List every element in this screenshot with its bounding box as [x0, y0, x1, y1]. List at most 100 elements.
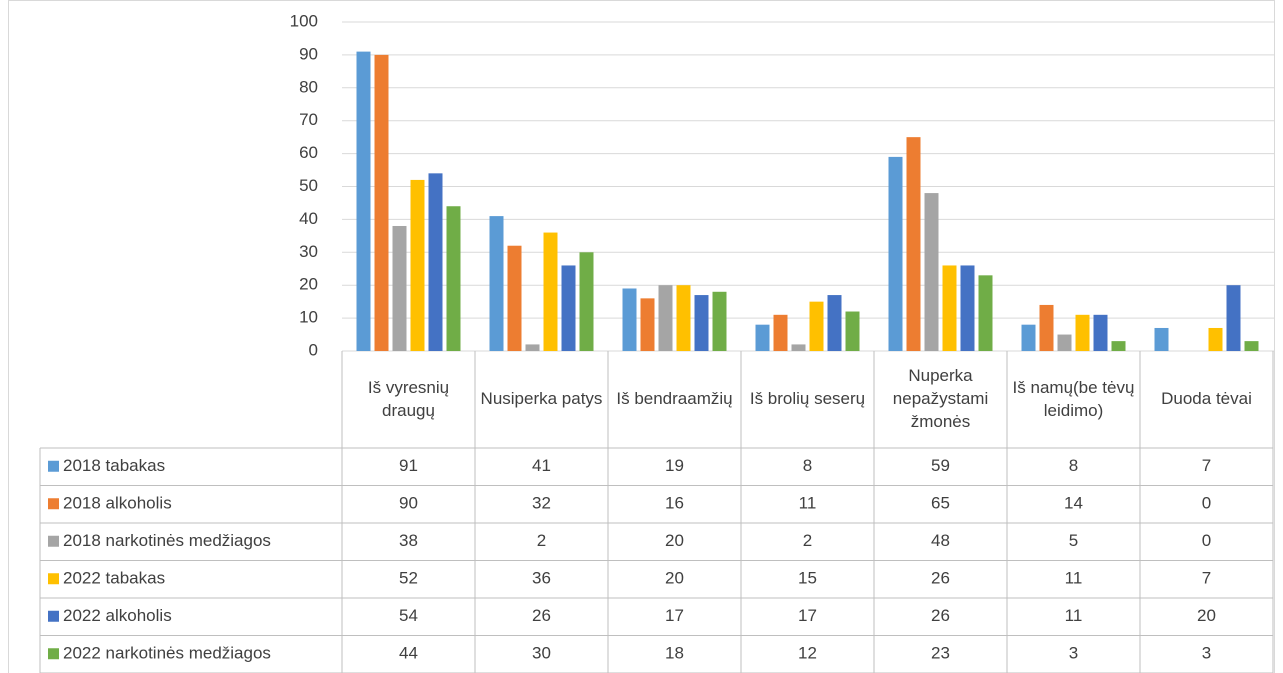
y-tick-label: 50	[299, 176, 318, 195]
table-value: 5	[1069, 531, 1078, 550]
table-value: 16	[665, 494, 684, 513]
bar	[622, 288, 637, 351]
bar	[543, 232, 558, 351]
table-value: 3	[1069, 644, 1078, 663]
table-value: 17	[798, 606, 817, 625]
bar	[1208, 327, 1223, 351]
y-tick-label: 40	[299, 209, 318, 228]
bar	[791, 344, 806, 351]
table-value: 20	[1197, 606, 1216, 625]
bar	[888, 156, 903, 351]
table-value: 7	[1202, 569, 1211, 588]
bar	[1111, 341, 1126, 351]
legend-label: 2022 tabakas	[63, 569, 165, 588]
bar	[1093, 314, 1108, 351]
table-value: 41	[532, 456, 551, 475]
x-tick-label: Iš bendraamžių	[616, 389, 733, 409]
bar	[410, 179, 425, 351]
table-value: 26	[931, 569, 950, 588]
table-value: 23	[931, 644, 950, 663]
bar	[827, 295, 842, 351]
bar	[773, 314, 788, 351]
legend-key	[48, 610, 59, 622]
table-value: 36	[532, 569, 551, 588]
table-value: 65	[931, 494, 950, 513]
bar	[579, 252, 594, 351]
legend-label: 2022 narkotinės medžiagos	[63, 644, 271, 663]
bar	[1057, 334, 1072, 351]
bar	[428, 173, 443, 351]
bar	[1244, 341, 1259, 351]
table-value: 14	[1064, 494, 1083, 513]
table-value: 32	[532, 494, 551, 513]
table-value: 54	[399, 606, 418, 625]
table-value: 17	[665, 606, 684, 625]
table-value: 8	[803, 456, 812, 475]
table-value: 91	[399, 456, 418, 475]
chart-border	[8, 0, 1275, 673]
bar	[712, 291, 727, 351]
table-value: 38	[399, 531, 418, 550]
y-tick-label: 70	[299, 110, 318, 129]
legend-label: 2018 narkotinės medžiagos	[63, 531, 271, 550]
table-value: 11	[1065, 569, 1083, 588]
table-value: 15	[798, 569, 817, 588]
bar	[1154, 327, 1169, 351]
legend-key	[48, 498, 59, 510]
table-value: 59	[931, 456, 950, 475]
y-tick-label: 0	[309, 340, 318, 359]
bar	[845, 311, 860, 351]
bar	[1075, 314, 1090, 351]
table-value: 2	[537, 531, 546, 550]
bar	[392, 225, 407, 351]
y-tick-label: 80	[299, 77, 318, 96]
bar	[755, 324, 770, 351]
table-value: 7	[1202, 456, 1211, 475]
legend-label: 2018 alkoholis	[63, 494, 172, 513]
table-value: 2	[803, 531, 812, 550]
bar	[942, 265, 957, 351]
bar	[906, 137, 921, 351]
legend-key	[48, 460, 59, 472]
bar	[640, 298, 655, 351]
x-tick-label: Nusiperka patys	[480, 389, 603, 409]
bar	[489, 216, 504, 351]
table-value: 48	[931, 531, 950, 550]
legend-key	[48, 573, 59, 585]
bar	[694, 295, 709, 351]
table-value: 52	[399, 569, 418, 588]
y-tick-label: 20	[299, 275, 318, 294]
table-value: 11	[1065, 606, 1083, 625]
y-tick-label: 100	[290, 11, 318, 30]
table-value: 3	[1202, 644, 1211, 663]
bar	[1021, 324, 1036, 351]
table-value: 0	[1202, 531, 1211, 550]
legend-key	[48, 648, 59, 660]
y-tick-label: 10	[299, 308, 318, 327]
table-value: 26	[532, 606, 551, 625]
bar	[978, 275, 993, 351]
x-tick-label: Nuperka nepažystami žmonės	[892, 366, 989, 431]
legend-label: 2018 tabakas	[63, 456, 165, 475]
table-value: 20	[665, 569, 684, 588]
table-value: 30	[532, 644, 551, 663]
bar	[924, 193, 939, 351]
y-tick-label: 90	[299, 44, 318, 63]
bar	[676, 285, 691, 351]
legend-label: 2022 alkoholis	[63, 606, 172, 625]
x-tick-label: Iš brolių seserų	[749, 389, 866, 409]
bar	[1039, 304, 1054, 351]
x-tick-label: Duoda tėvai	[1161, 389, 1252, 409]
table-value: 8	[1069, 456, 1078, 475]
y-tick-label: 60	[299, 143, 318, 162]
x-tick-label: Iš namų(be tėvų leidimo)	[1012, 377, 1135, 420]
y-tick-label: 30	[299, 242, 318, 261]
table-value: 19	[665, 456, 684, 475]
table-value: 90	[399, 494, 418, 513]
bar	[960, 265, 975, 351]
table-value: 11	[799, 494, 817, 513]
table-value: 0	[1202, 494, 1211, 513]
table-value: 26	[931, 606, 950, 625]
bar	[356, 51, 371, 352]
